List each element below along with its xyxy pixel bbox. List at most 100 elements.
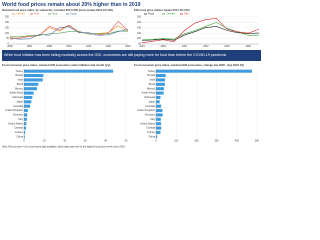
y-tick-label: India (150, 79, 156, 82)
bar (156, 104, 162, 108)
bar (24, 104, 31, 108)
y-tick-label: 180 (137, 16, 142, 19)
bar (156, 82, 165, 86)
y-tick-label: India (18, 79, 24, 82)
x-tick-label: 2024 (125, 45, 131, 48)
y-tick-label: Australia (145, 105, 155, 108)
y-tick-label: China (16, 135, 23, 138)
x-tick-label: 100 (174, 139, 179, 142)
y-tick-label: Mexico (15, 87, 24, 90)
y-tick-label: Brazil (17, 83, 24, 86)
y-tick-label: Russia (147, 74, 155, 77)
y-tick-label: United States (8, 122, 24, 125)
bar (156, 74, 166, 78)
y-tick-label: France (15, 131, 23, 134)
y-tick-label: South Africa (10, 92, 24, 95)
y-tick-label: United Kingdom (137, 109, 155, 112)
bar (156, 69, 252, 73)
x-tick-label: 50 (125, 139, 128, 142)
y-tick-label: Indonesia (144, 96, 155, 99)
banner: While food inflation has been falling mo… (2, 50, 261, 61)
x-tick-label: 2024 (246, 45, 252, 48)
bar (24, 126, 27, 130)
page: World food prices remain about 20% highe… (0, 0, 263, 150)
bar (24, 82, 39, 86)
series-line (9, 26, 129, 40)
y-tick-label: Russia (15, 74, 23, 77)
x-tick-label: 500 (255, 139, 260, 142)
chart-subtitle: Food consumer price index, selected G20 … (2, 63, 111, 67)
y-tick-label: 160 (137, 21, 142, 24)
bar (156, 78, 166, 82)
bar (156, 122, 162, 126)
x-tick-label: 0 (155, 139, 157, 142)
y-tick-label: Indonesia (12, 96, 23, 99)
legend-label: Cereals (16, 12, 26, 16)
x-tick-label: 2019 (139, 45, 145, 48)
x-tick-label: 2004 (27, 45, 33, 48)
x-tick-label: 400 (235, 139, 240, 142)
x-tick-label: 0 (23, 139, 25, 142)
bar (24, 95, 33, 99)
y-tick-label: 150 (5, 26, 10, 29)
y-tick-label: Canada (146, 127, 155, 130)
chart-subtitle: Food consumer price index, selected G20 … (134, 63, 244, 67)
x-tick-label: 2008 (47, 45, 53, 48)
series-line (9, 30, 129, 38)
y-tick-label: 50 (6, 37, 9, 40)
x-tick-label: 200 (194, 139, 199, 142)
x-tick-label: 2000 (7, 45, 13, 48)
bar (24, 100, 32, 104)
legend-label: Meat (52, 12, 58, 16)
y-tick-label: Turkey (147, 70, 155, 73)
y-tick-label: 120 (137, 32, 142, 35)
y-tick-label: Germany (145, 114, 156, 117)
bar (156, 126, 162, 130)
y-tick-label: 80 (138, 43, 141, 46)
series-line (141, 22, 260, 41)
y-tick-label: 200 (5, 21, 10, 24)
series-line (141, 26, 260, 41)
y-tick-label: 140 (137, 26, 142, 29)
series-line (9, 20, 129, 40)
series-line (141, 18, 260, 43)
bar (24, 130, 26, 134)
bar (24, 117, 27, 121)
page-title: World food prices remain about 20% highe… (2, 2, 141, 8)
footnote: Note: Recent price = the most recent dat… (2, 146, 126, 149)
x-tick-label: 40 (104, 139, 107, 142)
chart-subtitle: Nominal food price index, by subsector, … (2, 8, 113, 12)
y-tick-label: 100 (137, 37, 142, 40)
y-tick-label: United Kingdom (5, 109, 23, 112)
chart-subtitle: FAO food price indices (index 2014-16=10… (134, 8, 190, 12)
x-tick-label: 2016 (86, 45, 92, 48)
bar (24, 109, 28, 113)
chart: World food prices remain about 20% highe… (2, 2, 260, 149)
x-tick-label: 300 (215, 139, 220, 142)
legend-label: Food (148, 12, 154, 16)
y-tick-label: China (148, 135, 155, 138)
x-tick-label: 2022 (203, 45, 209, 48)
y-tick-label: Japan (16, 100, 23, 103)
y-tick-label: Japan (148, 100, 155, 103)
legend-label: Sugar (70, 12, 77, 16)
y-tick-label: France (147, 131, 155, 134)
x-tick-label: 30 (84, 139, 87, 142)
bar (156, 95, 161, 99)
y-tick-label: Germany (13, 114, 24, 117)
bar (24, 122, 27, 126)
series-line (9, 25, 129, 38)
bar (156, 91, 164, 95)
bar (156, 130, 161, 134)
y-tick-label: Turkey (15, 70, 23, 73)
bar (156, 117, 161, 121)
bar (24, 87, 38, 91)
bar (24, 91, 34, 95)
y-tick-label: United States (140, 122, 156, 125)
y-tick-label: 0 (8, 43, 10, 46)
x-tick-label: 10 (43, 139, 46, 142)
y-tick-label: Italy (150, 118, 155, 121)
legend-label: Oils (184, 12, 189, 16)
y-tick-label: Canada (14, 127, 23, 130)
bar (156, 109, 163, 113)
